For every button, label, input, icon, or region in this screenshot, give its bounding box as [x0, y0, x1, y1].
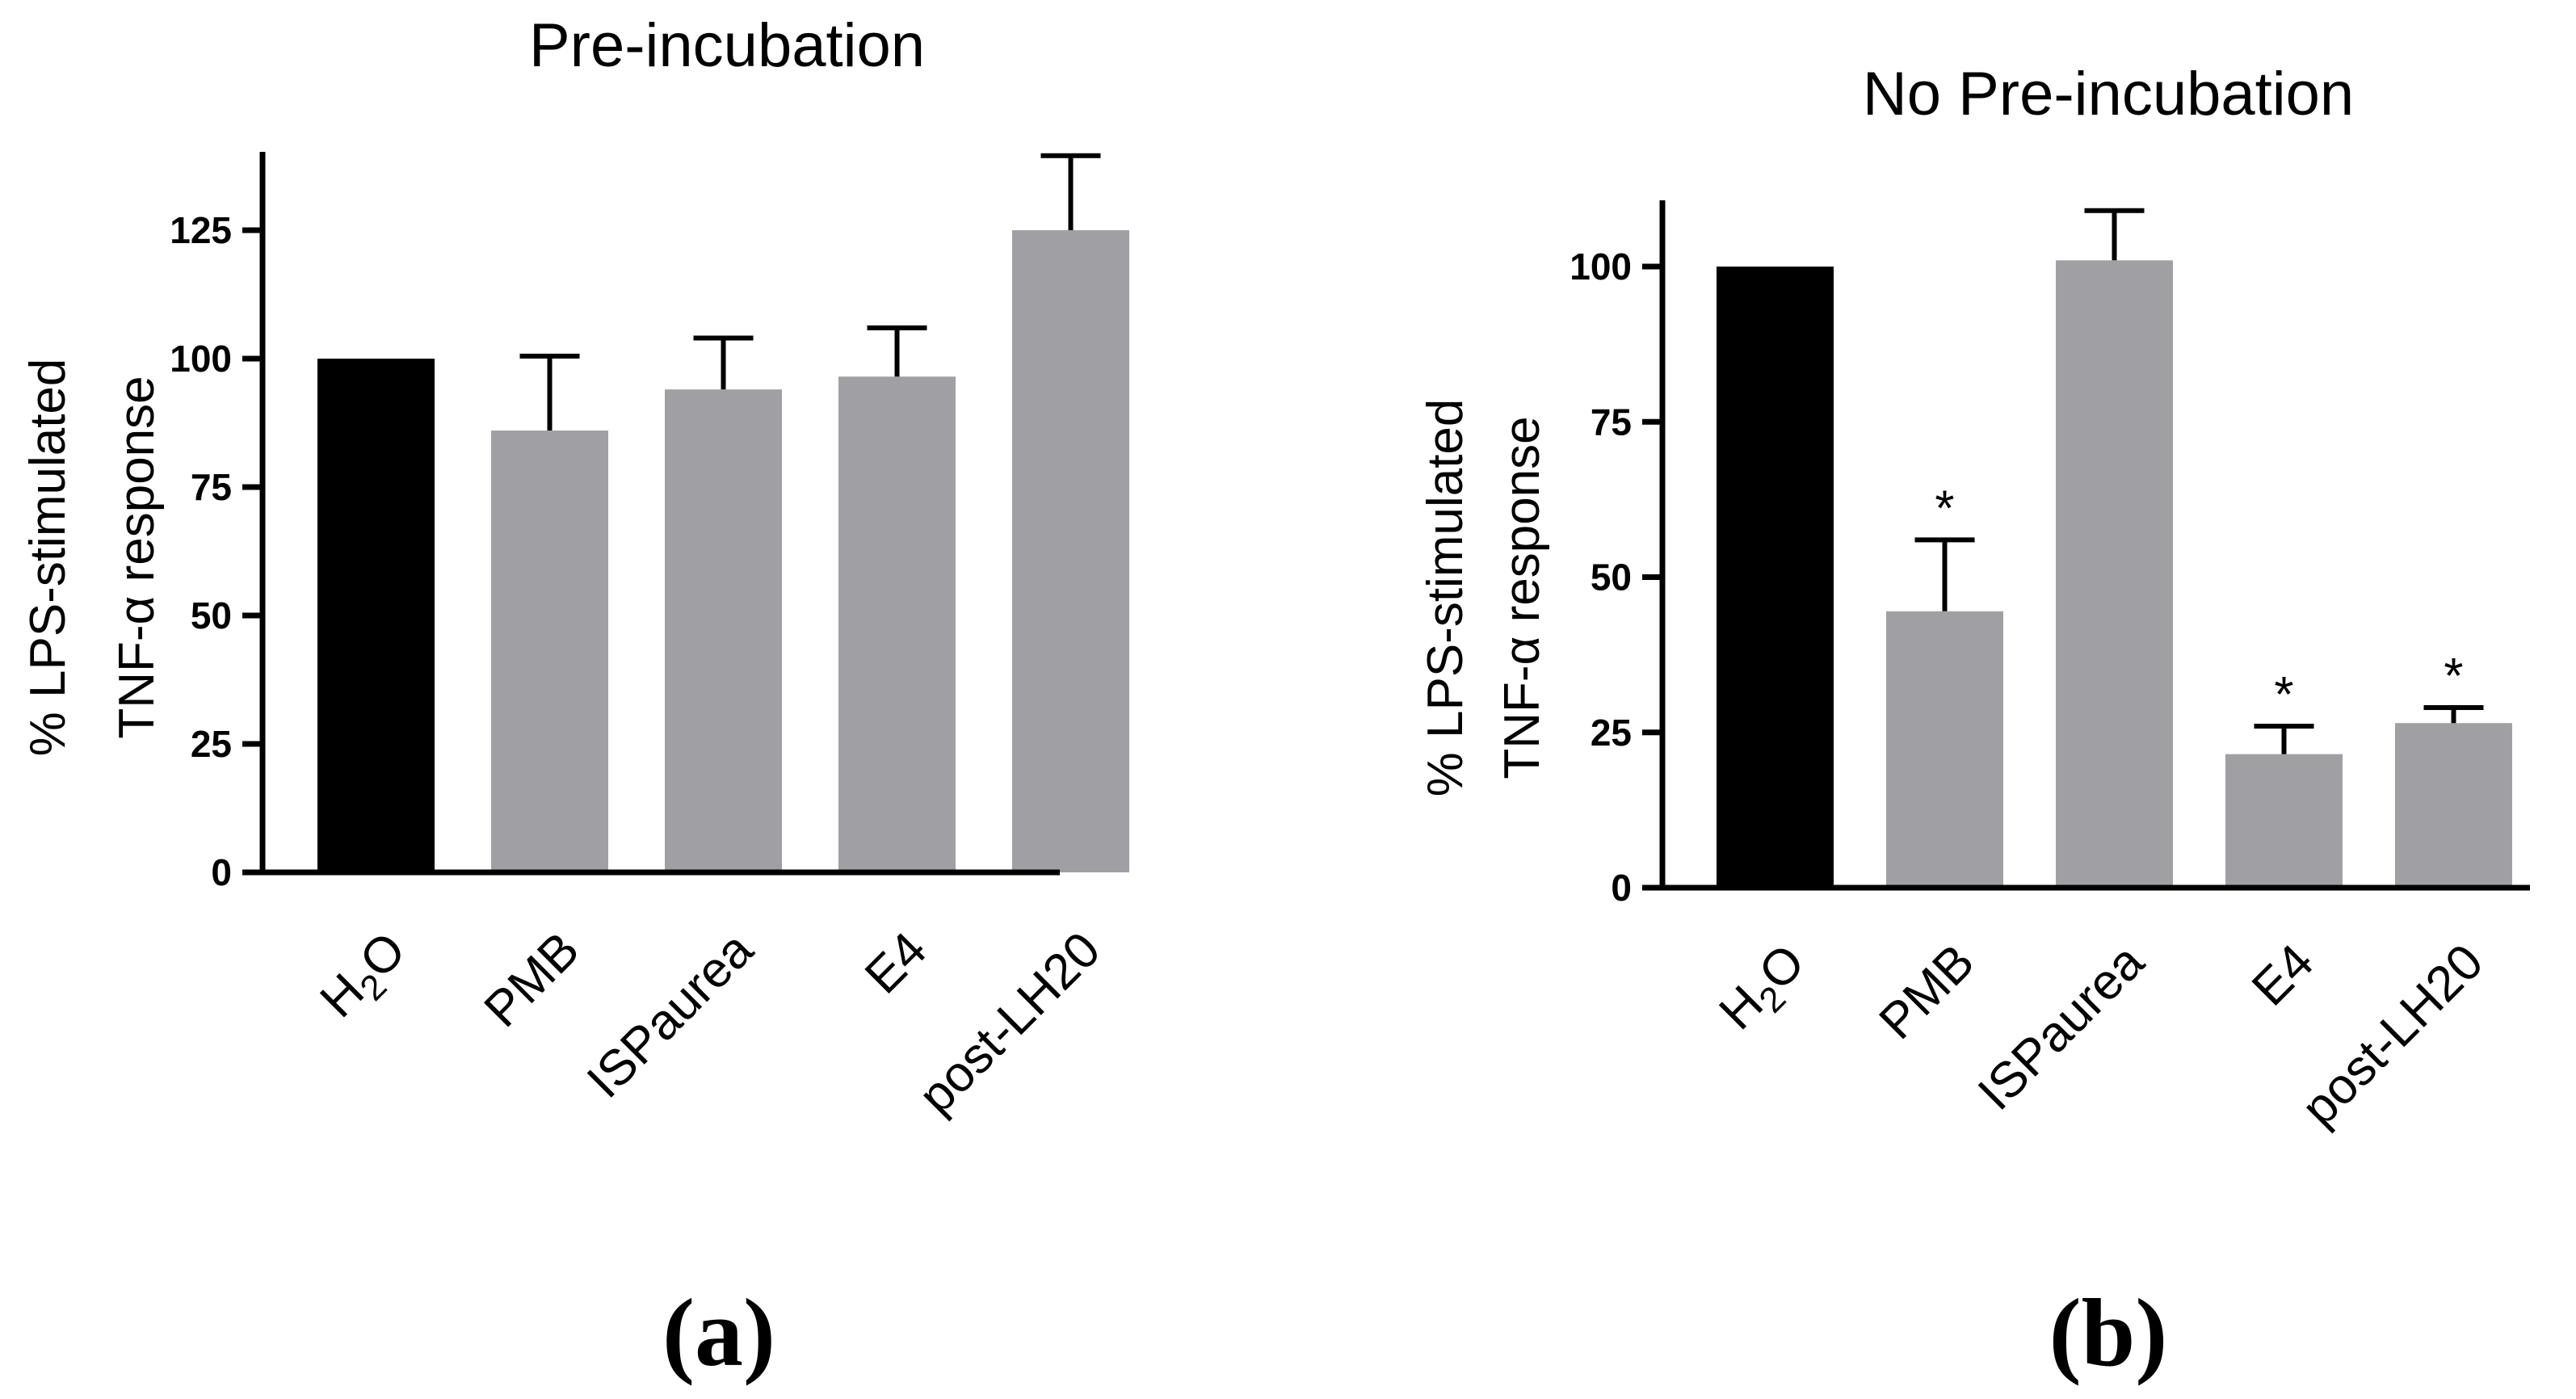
chart-b-category-label: post-LH20: [2291, 934, 2494, 1136]
chart-a-category-label: ISPaurea: [577, 922, 764, 1109]
chart-b-y-tick-label: 100: [1570, 246, 1632, 288]
chart-b-category-label: PMB: [1869, 934, 1986, 1050]
chart-b: No Pre-incubation % LPS-stimulated TNF-α…: [1418, 60, 2530, 1386]
chart-a-category-label: E4: [855, 922, 937, 1004]
chart-a-y-tick-label: 75: [191, 466, 232, 508]
chart-a-bar: [665, 389, 782, 872]
chart-b-significance-label: *: [2274, 667, 2293, 723]
chart-b-y-tick-label: 50: [1591, 557, 1632, 599]
chart-b-ylabel-line2: TNF-α response: [1494, 416, 1550, 779]
chart-b-bar: [2225, 754, 2343, 888]
chart-b-category-label: ISPaurea: [1968, 934, 2155, 1121]
chart-b-y-tick-label: 25: [1591, 712, 1632, 754]
chart-a-ylabel-line2: TNF-α response: [109, 376, 165, 738]
chart-a-y-tick-label: 100: [170, 338, 232, 380]
chart-a-category-label: PMB: [474, 922, 590, 1038]
chart-a-ylabel-line1: % LPS-stimulated: [20, 359, 76, 757]
chart-b-bar: [2395, 723, 2512, 888]
chart-b-bar: [1717, 267, 1834, 888]
chart-b-significance-label: *: [2444, 649, 2463, 704]
chart-a-y-tick-label: 50: [191, 594, 232, 636]
chart-a-y-tick-label: 0: [211, 851, 232, 893]
chart-a-bar: [317, 359, 435, 872]
chart-b-y-tick-label: 75: [1591, 401, 1632, 443]
chart-b-panel-label: (b): [2049, 1279, 2168, 1386]
chart-b-title: No Pre-incubation: [1863, 60, 2354, 128]
chart-b-bar: [2056, 260, 2173, 888]
chart-b-y-tick-label: 0: [1611, 867, 1632, 909]
chart-a-panel-label: (a): [662, 1279, 775, 1386]
chart-a-category-label: post-LH20: [908, 922, 1111, 1124]
chart-b-category-label: H2O: [1709, 934, 1822, 1046]
chart-a-title: Pre-incubation: [529, 11, 925, 80]
chart-b-category-label: E4: [2242, 934, 2324, 1016]
chart-a-bar: [491, 431, 608, 872]
chart-a-bar: [838, 376, 956, 872]
chart-a: Pre-incubation % LPS-stimulated TNF-α re…: [20, 11, 1129, 1386]
chart-b-significance-label: *: [1935, 481, 1954, 536]
chart-a-y-tick-label: 125: [170, 209, 232, 251]
chart-a-y-tick-label: 25: [191, 723, 232, 765]
chart-a-category-label: H2O: [310, 922, 422, 1034]
chart-b-bar: [1886, 611, 2003, 888]
chart-b-ylabel-line1: % LPS-stimulated: [1418, 399, 1473, 797]
chart-a-bar: [1012, 230, 1129, 872]
